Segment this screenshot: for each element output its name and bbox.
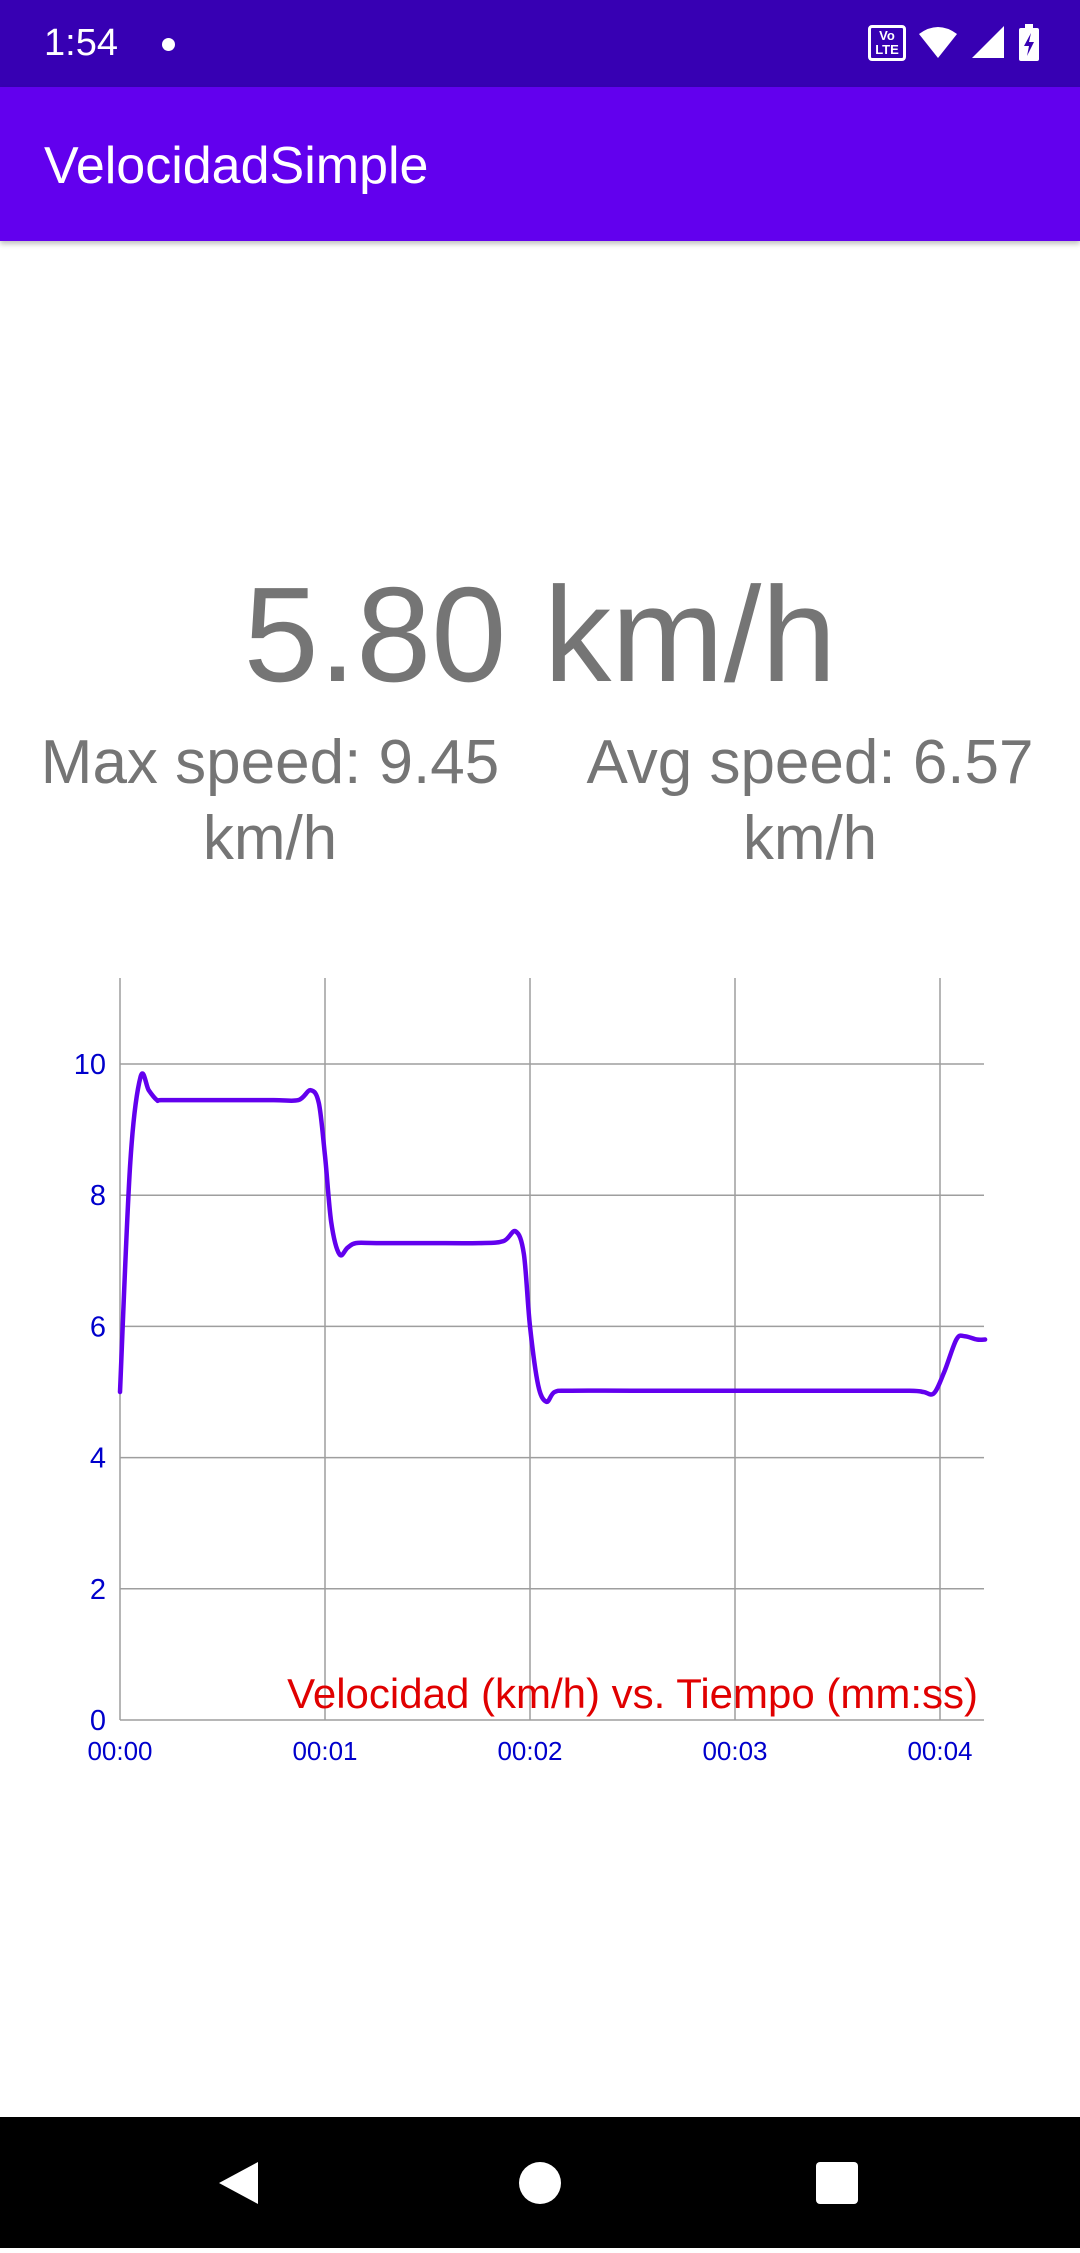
status-icons: Vo LTE (868, 20, 1040, 66)
speed-chart: 0 2 4 6 8 10 00:00 00:01 00:02 00:03 00:04 Velocida… (0, 960, 1080, 1780)
navigation-bar (0, 2117, 1080, 2248)
speed-series-line (117, 1071, 988, 1405)
avg-speed-line2: km/h (742, 804, 878, 873)
avg-speed: Avg speed: 6.57 km/h (550, 725, 1070, 877)
notification-dot-icon (162, 38, 175, 51)
speed-chart-svg: 0 2 4 6 8 10 00:00 00:01 00:02 00:03 00:04 Velocida… (74, 978, 988, 1766)
app-title: VelocidadSimple (44, 137, 429, 195)
app-bar: VelocidadSimple (0, 87, 1080, 241)
status-bar: 1:54 Vo LTE (0, 0, 1080, 87)
chart-title: Velocidad (km/h) vs. Tiempo (mm:ss) (287, 1670, 978, 1717)
back-icon[interactable] (219, 2162, 258, 2204)
home-icon[interactable] (519, 2162, 561, 2204)
status-time: 1:54 (44, 22, 118, 64)
wifi-icon (919, 27, 957, 58)
volte-icon-top: Vo (879, 28, 895, 43)
max-speed-line1: Max speed: 9.45 (40, 728, 500, 797)
y-tick-label: 4 (90, 1443, 106, 1475)
max-speed-line2: km/h (202, 804, 338, 873)
max-speed: Max speed: 9.45 km/h (10, 725, 530, 877)
y-tick-label: 10 (74, 1049, 106, 1081)
x-tick-label: 00:02 (497, 1736, 562, 1766)
recents-icon[interactable] (816, 2162, 858, 2204)
avg-speed-line1: Avg speed: 6.57 (586, 728, 1034, 797)
current-speed: 5.80 km/h (243, 559, 837, 710)
x-tick-label: 00:01 (292, 1736, 357, 1766)
y-tick-label: 6 (90, 1311, 106, 1343)
x-tick-label: 00:04 (907, 1736, 972, 1766)
y-tick-label: 2 (90, 1574, 106, 1606)
battery-icon (1019, 24, 1039, 61)
y-tick-label: 8 (90, 1180, 106, 1212)
y-tick-label: 0 (90, 1705, 106, 1737)
signal-icon (972, 26, 1004, 58)
x-tick-label: 00:00 (87, 1736, 152, 1766)
volte-icon: Vo LTE (868, 25, 906, 61)
x-tick-label: 00:03 (702, 1736, 767, 1766)
volte-icon-bottom: LTE (875, 42, 899, 57)
